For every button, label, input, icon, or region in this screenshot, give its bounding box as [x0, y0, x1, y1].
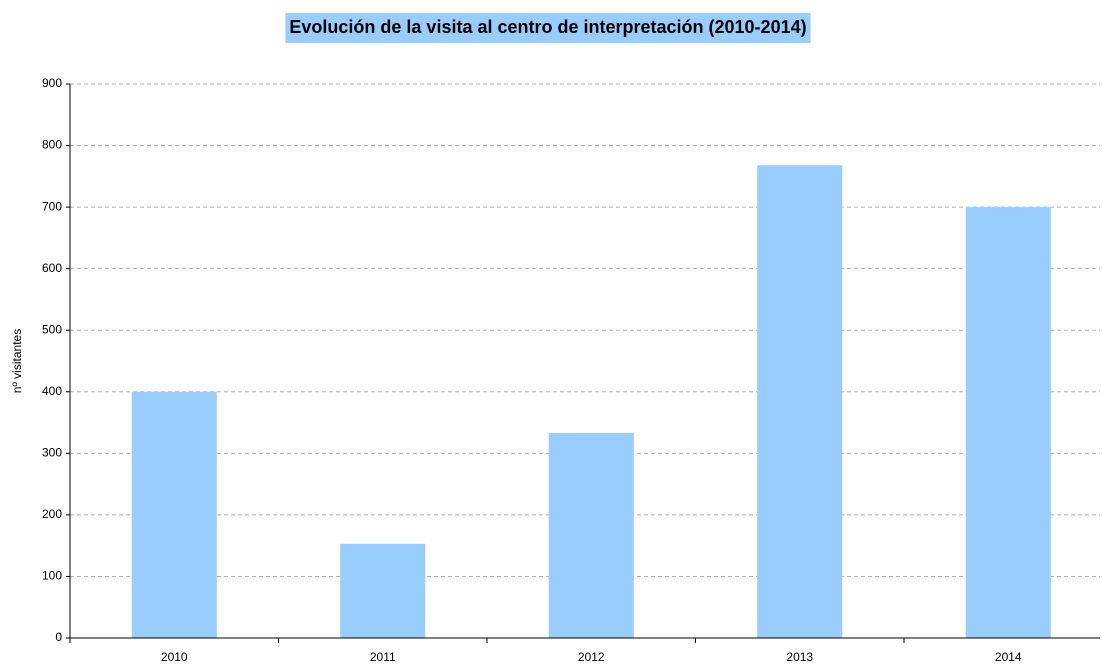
y-tick-label: 400	[42, 384, 62, 398]
y-tick-label: 900	[42, 76, 62, 90]
y-tick-label: 0	[55, 630, 62, 644]
y-tick-label: 500	[42, 322, 62, 336]
y-axis-label: nº visitantes	[10, 329, 24, 393]
y-tick-label: 200	[42, 507, 62, 521]
bar	[340, 543, 426, 638]
x-tick-label: 2012	[578, 650, 605, 664]
x-tick-label: 2010	[161, 650, 188, 664]
chart-title: Evolución de la visita al centro de inte…	[289, 17, 806, 37]
y-tick-label: 300	[42, 446, 62, 460]
y-tick-label: 100	[42, 569, 62, 583]
bar	[757, 165, 843, 638]
y-tick-label: 800	[42, 138, 62, 152]
x-tick-label: 2013	[786, 650, 813, 664]
x-tick-label: 2011	[370, 650, 396, 664]
bar	[548, 433, 634, 638]
title-background	[285, 13, 811, 43]
y-tick-label: 600	[42, 261, 62, 275]
bar	[965, 207, 1051, 638]
x-tick-label: 2014	[995, 650, 1022, 664]
bar	[131, 391, 217, 638]
y-tick-label: 700	[42, 199, 62, 213]
